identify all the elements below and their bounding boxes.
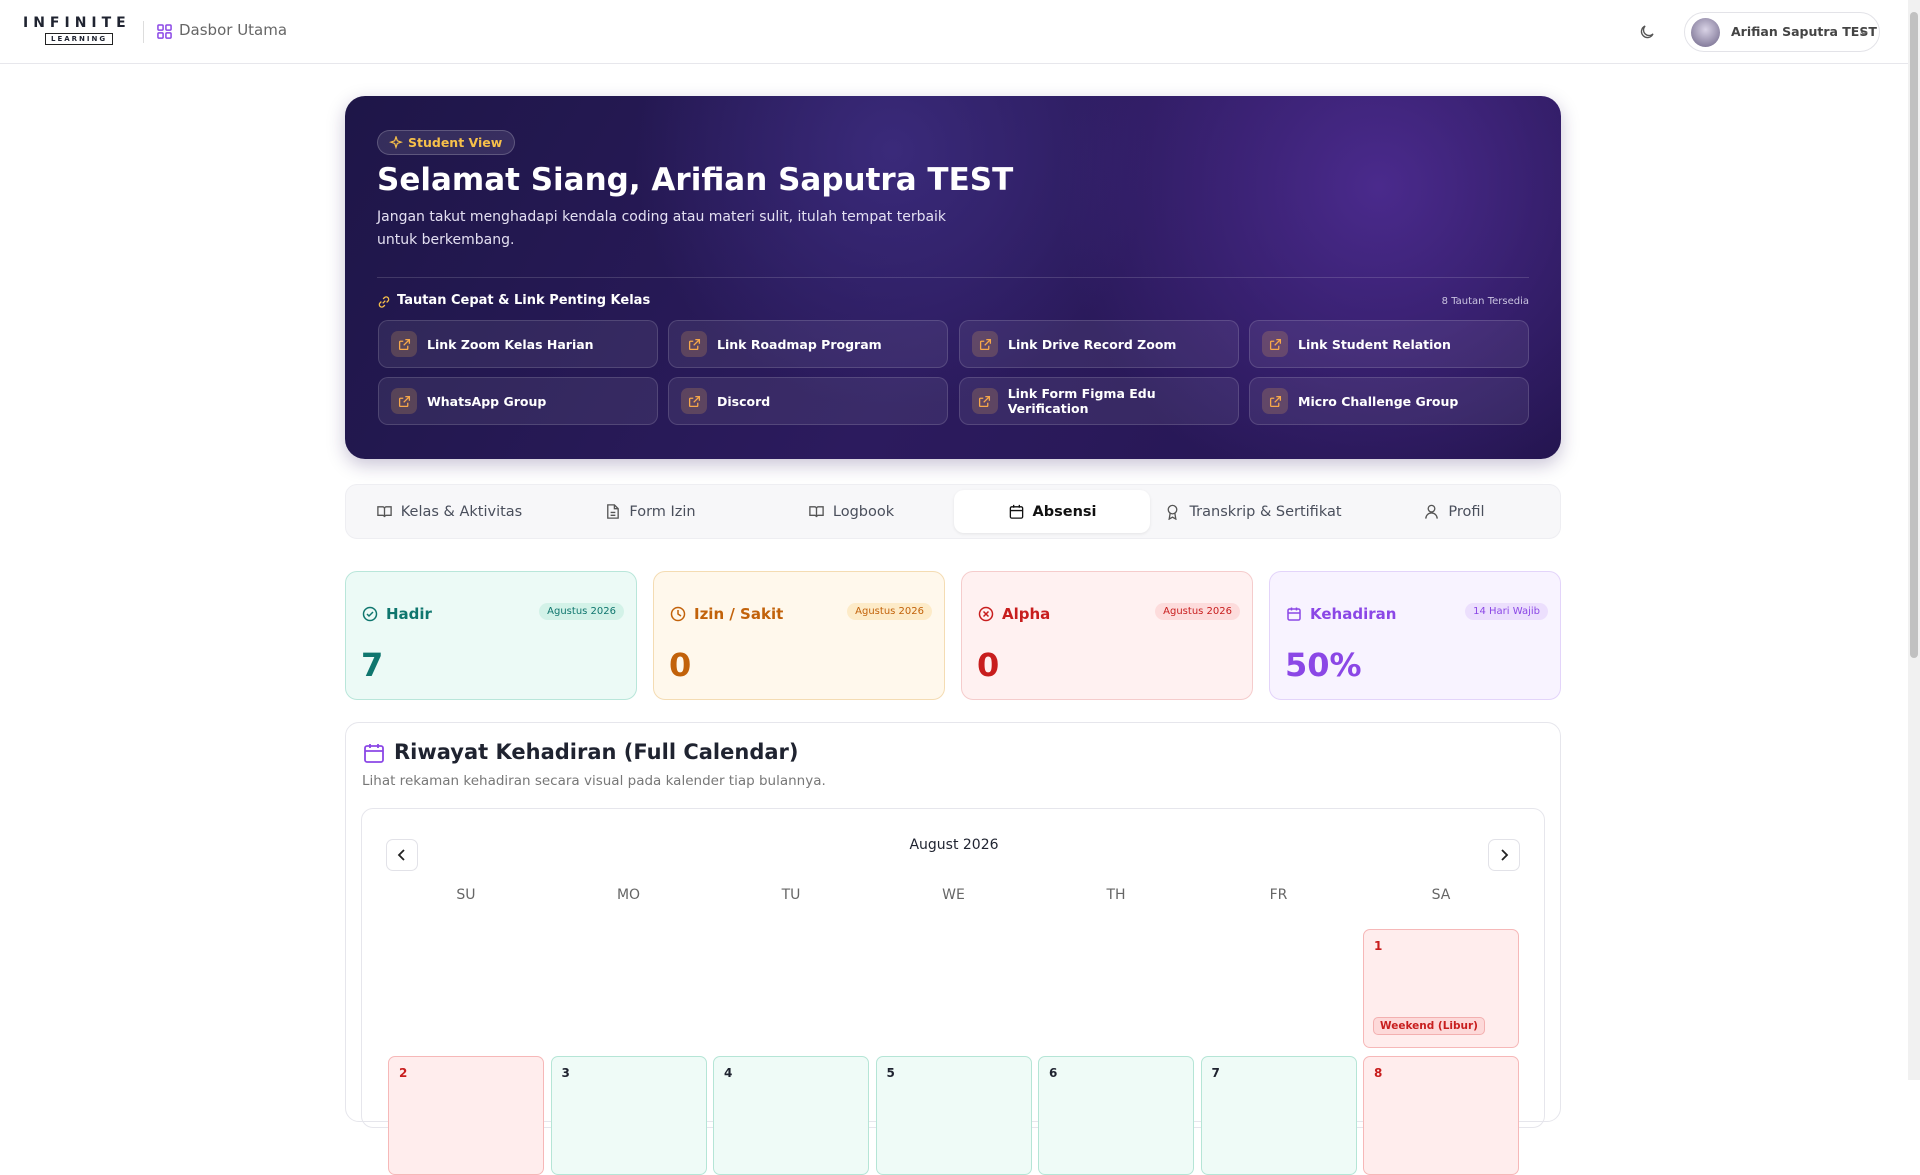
weekday: TU (781, 887, 801, 903)
tab-label: Kelas & Aktivitas (400, 503, 523, 520)
tab[interactable]: Transkrip & Sertifikat (1155, 490, 1351, 533)
day-number: 3 (561, 1066, 570, 1080)
quick-link[interactable]: Micro Challenge Group (1249, 377, 1529, 425)
quick-link[interactable]: Link Drive Record Zoom (959, 320, 1239, 368)
tab-label: Profil (1448, 503, 1485, 520)
quick-link[interactable]: Link Form Figma Edu Verification (959, 377, 1239, 425)
top-bar: INFINITE LEARNING Dasbor Utama Arifian S… (0, 0, 1908, 64)
calendar-day[interactable]: 1 Weekend (Libur) (1363, 929, 1519, 1048)
quick-link[interactable]: Link Student Relation (1249, 320, 1529, 368)
badge-text: Student View (408, 135, 503, 150)
scrollbar[interactable] (1908, 0, 1920, 1080)
stat-value: 50% (1285, 646, 1362, 684)
stat-tag: Agustus 2026 (847, 603, 932, 620)
day-number: 5 (886, 1066, 895, 1080)
day-number: 1 (1374, 939, 1383, 953)
stat-tag: Agustus 2026 (1155, 603, 1240, 620)
day-number: 7 (1211, 1066, 1220, 1080)
calendar-day[interactable]: 7 (1200, 1056, 1357, 1175)
links-count: 8 Tautan Tersedia (1441, 296, 1529, 307)
next-month[interactable] (1488, 839, 1520, 871)
stat-card: Izin / Sakit Agustus 2026 0 (653, 571, 945, 700)
stat-label: Alpha (1002, 605, 1051, 623)
weekday: SA (1431, 887, 1451, 903)
quick-link[interactable]: Link Zoom Kelas Harian (378, 320, 658, 368)
stat-tag: Agustus 2026 (539, 603, 624, 620)
calendar-day[interactable]: 5 (875, 1056, 1032, 1175)
theme-toggle[interactable] (1638, 23, 1656, 41)
stat-card: Kehadiran 14 Hari Wajib 50% (1269, 571, 1561, 700)
stat-label: Hadir (386, 605, 432, 623)
nav-icon (157, 24, 172, 39)
logo-bottom: LEARNING (45, 33, 114, 45)
weekday: TH (1106, 887, 1126, 903)
day-number: 6 (1049, 1066, 1058, 1080)
quick-link-label: Micro Challenge Group (1298, 393, 1459, 409)
nav-link[interactable]: Dasbor Utama (179, 21, 288, 39)
day-note: Weekend (Libur) (1373, 1017, 1485, 1035)
hero: Student View Selamat Siang, Arifian Sapu… (345, 96, 1561, 459)
day-number: 4 (724, 1066, 733, 1080)
calendar-month: August 2026 (909, 837, 999, 853)
stat-value: 0 (669, 646, 692, 684)
day-number: 8 (1374, 1066, 1383, 1080)
quick-link-label: Link Student Relation (1298, 336, 1451, 352)
tab[interactable]: Logbook (753, 490, 949, 533)
tab[interactable]: Form Izin (552, 490, 748, 533)
badge: Student View (377, 130, 516, 155)
stat-label: Kehadiran (1310, 605, 1397, 623)
quick-link-label: Link Drive Record Zoom (1008, 336, 1177, 352)
user-name: Arifian Saputra TEST (1731, 24, 1877, 39)
tab[interactable]: Kelas & Aktivitas (351, 490, 547, 533)
quick-link[interactable]: Discord (668, 377, 948, 425)
weekday: MO (616, 887, 641, 903)
prev-month[interactable] (386, 839, 418, 871)
stat-value: 0 (977, 646, 1000, 684)
calendar-day[interactable]: 4 (713, 1056, 869, 1175)
weekday: WE (942, 887, 965, 903)
quick-link[interactable]: Link Roadmap Program (668, 320, 948, 368)
stat-card: Alpha Agustus 2026 0 (961, 571, 1253, 700)
tab-label: Form Izin (629, 503, 696, 520)
tab[interactable]: Absensi (954, 490, 1150, 533)
stat-tag: 14 Hari Wajib (1465, 603, 1548, 620)
stat-card: Hadir Agustus 2026 7 (345, 571, 637, 700)
weekday: FR (1269, 887, 1288, 903)
calendar-card: Riwayat Kehadiran (Full Calendar) Lihat … (345, 722, 1561, 1122)
weekday: SU (456, 887, 476, 903)
tab[interactable]: Profil (1356, 490, 1552, 533)
calendar-day[interactable]: 2 (388, 1056, 544, 1175)
calendar-subtitle: Lihat rekaman kehadiran secara visual pa… (362, 773, 826, 789)
quick-link[interactable]: WhatsApp Group (378, 377, 658, 425)
tab-label: Transkrip & Sertifikat (1189, 503, 1342, 520)
subtitle: Jangan takut menghadapi kendala coding a… (377, 209, 947, 248)
quick-link-label: Link Zoom Kelas Harian (427, 336, 594, 352)
user-menu[interactable]: Arifian Saputra TEST (1684, 12, 1880, 52)
calendar-day[interactable]: 8 (1363, 1056, 1519, 1175)
day-number: 2 (399, 1066, 408, 1080)
quick-link-label: WhatsApp Group (427, 393, 547, 409)
quick-link-label: Link Form Figma Edu Verification (1007, 386, 1156, 416)
calendar: August 2026 SU MO TU WE TH FR SA 1 Weekend (Libu… (361, 808, 1545, 1175)
greeting: Selamat Siang, Arifian Saputra TEST (377, 162, 1014, 198)
stat-label: Izin / Sakit (694, 605, 784, 623)
logo-top: INFINITE (23, 15, 131, 31)
quick-link-label: Link Roadmap Program (717, 336, 882, 352)
tab-label: Logbook (832, 503, 895, 520)
tab-bar: Kelas & Aktivitas Form Izin Logbook Absensi… (345, 484, 1561, 539)
links-title: Tautan Cepat & Link Penting Kelas (397, 293, 651, 308)
quick-link-label: Discord (717, 393, 771, 409)
calendar-title: Riwayat Kehadiran (Full Calendar) (394, 740, 799, 764)
tab-label: Absensi (1032, 503, 1097, 520)
stat-value: 7 (361, 646, 384, 684)
calendar-day[interactable]: 6 (1038, 1056, 1194, 1175)
calendar-day[interactable]: 3 (550, 1056, 707, 1175)
